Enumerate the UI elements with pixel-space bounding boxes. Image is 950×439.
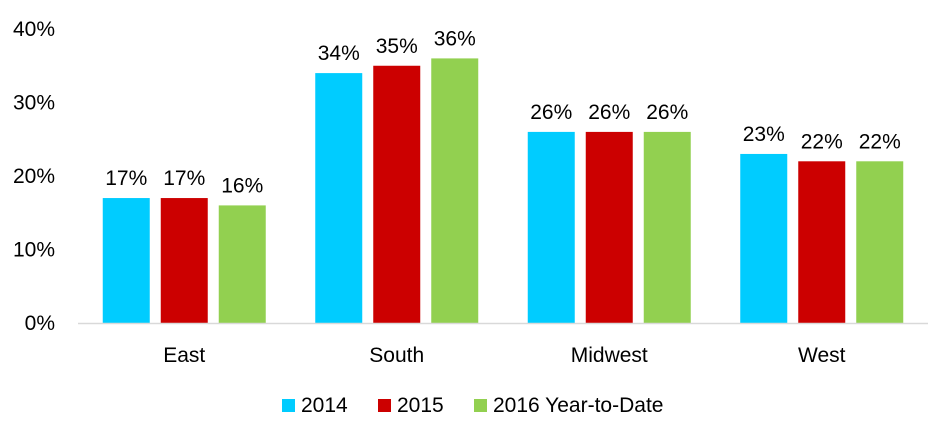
bar-east-2014 — [102, 198, 150, 323]
bar-west-2014 — [740, 153, 788, 323]
y-tick-label: 40% — [13, 18, 55, 41]
bar-midwest-2015 — [585, 131, 633, 323]
data-label: 22% — [801, 130, 843, 153]
bar-west-2016 — [856, 161, 904, 323]
bar-south-2016 — [431, 58, 479, 324]
data-label: 17% — [163, 167, 205, 190]
data-label: 16% — [221, 174, 263, 197]
y-tick-label: 0% — [25, 312, 55, 335]
x-axis: East South Midwest West — [163, 344, 845, 367]
x-category-label: South — [369, 344, 424, 367]
legend-swatch — [474, 399, 487, 412]
y-tick-label: 30% — [13, 92, 55, 115]
bar-east-2016 — [218, 205, 266, 323]
bar-midwest-2014 — [527, 131, 575, 323]
data-label: 26% — [530, 101, 572, 124]
data-label: 34% — [318, 42, 360, 65]
x-category-label: Midwest — [571, 344, 648, 367]
data-label: 22% — [859, 130, 901, 153]
y-tick-label: 10% — [13, 239, 55, 262]
legend-swatch — [378, 399, 391, 412]
y-tick-label: 20% — [13, 165, 55, 188]
x-category-label: East — [163, 344, 205, 367]
bar-west-2015 — [798, 161, 846, 323]
data-label: 36% — [434, 27, 476, 50]
legend-label: 2014 — [301, 394, 348, 417]
legend: 2014 2015 2016 Year-to-Date — [282, 394, 663, 417]
data-labels: 17% 17% 16% 34% 35% 36% 26% 26% 26% 23% 22% 22% — [105, 27, 901, 197]
data-label: 26% — [588, 101, 630, 124]
data-label: 17% — [105, 167, 147, 190]
bar-midwest-2016 — [643, 131, 691, 323]
legend-label: 2016 Year-to-Date — [493, 394, 663, 417]
data-label: 23% — [743, 123, 785, 146]
bar-south-2015 — [373, 65, 421, 323]
y-axis: 0% 10% 20% 30% 40% — [13, 18, 55, 335]
bars — [102, 58, 904, 324]
data-label: 26% — [646, 101, 688, 124]
x-category-label: West — [798, 344, 846, 367]
data-label: 35% — [376, 35, 418, 58]
bar-east-2015 — [160, 198, 208, 323]
legend-swatch — [282, 399, 295, 412]
bar-south-2014 — [315, 73, 363, 323]
legend-label: 2015 — [397, 394, 444, 417]
